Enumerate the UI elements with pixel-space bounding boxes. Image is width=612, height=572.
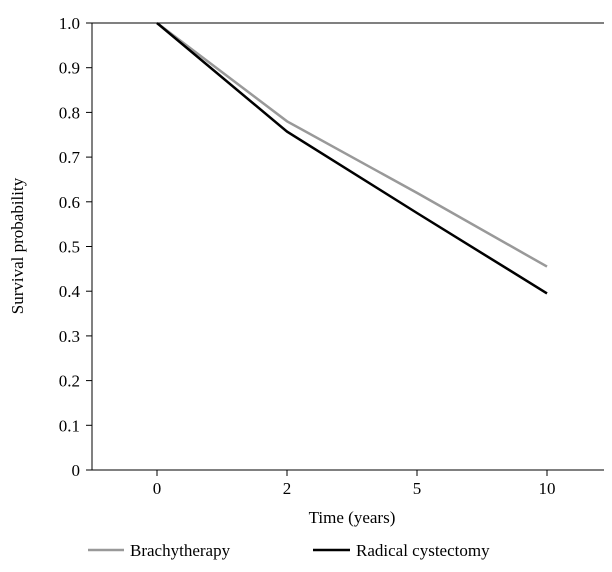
y-tick-label: 0.5 xyxy=(59,238,80,257)
y-tick-label: 0.4 xyxy=(59,282,81,301)
x-tick-label: 2 xyxy=(283,479,292,498)
y-tick-label: 0.9 xyxy=(59,59,80,78)
legend: Brachytherapy Radical cystectomy xyxy=(88,541,490,560)
legend-label: Brachytherapy xyxy=(130,541,231,560)
y-tick-label: 0 xyxy=(72,461,81,480)
x-tick-label: 5 xyxy=(413,479,422,498)
series-line-radical-cystectomy xyxy=(156,22,548,295)
series-line-brachytherapy xyxy=(156,22,548,268)
y-tick-label: 0.1 xyxy=(59,416,80,435)
y-axis-title: Survival probability xyxy=(8,177,27,314)
x-axis-title: Time (years) xyxy=(309,508,396,527)
x-tick-label: 0 xyxy=(153,479,162,498)
y-tick-label: 0.3 xyxy=(59,327,80,346)
y-tick-label: 0.2 xyxy=(59,372,80,391)
y-tick-label: 1.0 xyxy=(59,14,80,33)
y-tick-label: 0.7 xyxy=(59,148,81,167)
y-tick-label: 0.8 xyxy=(59,103,80,122)
x-tick-label: 10 xyxy=(539,479,556,498)
legend-label: Radical cystectomy xyxy=(356,541,490,560)
y-tick-label: 0.6 xyxy=(59,193,80,212)
